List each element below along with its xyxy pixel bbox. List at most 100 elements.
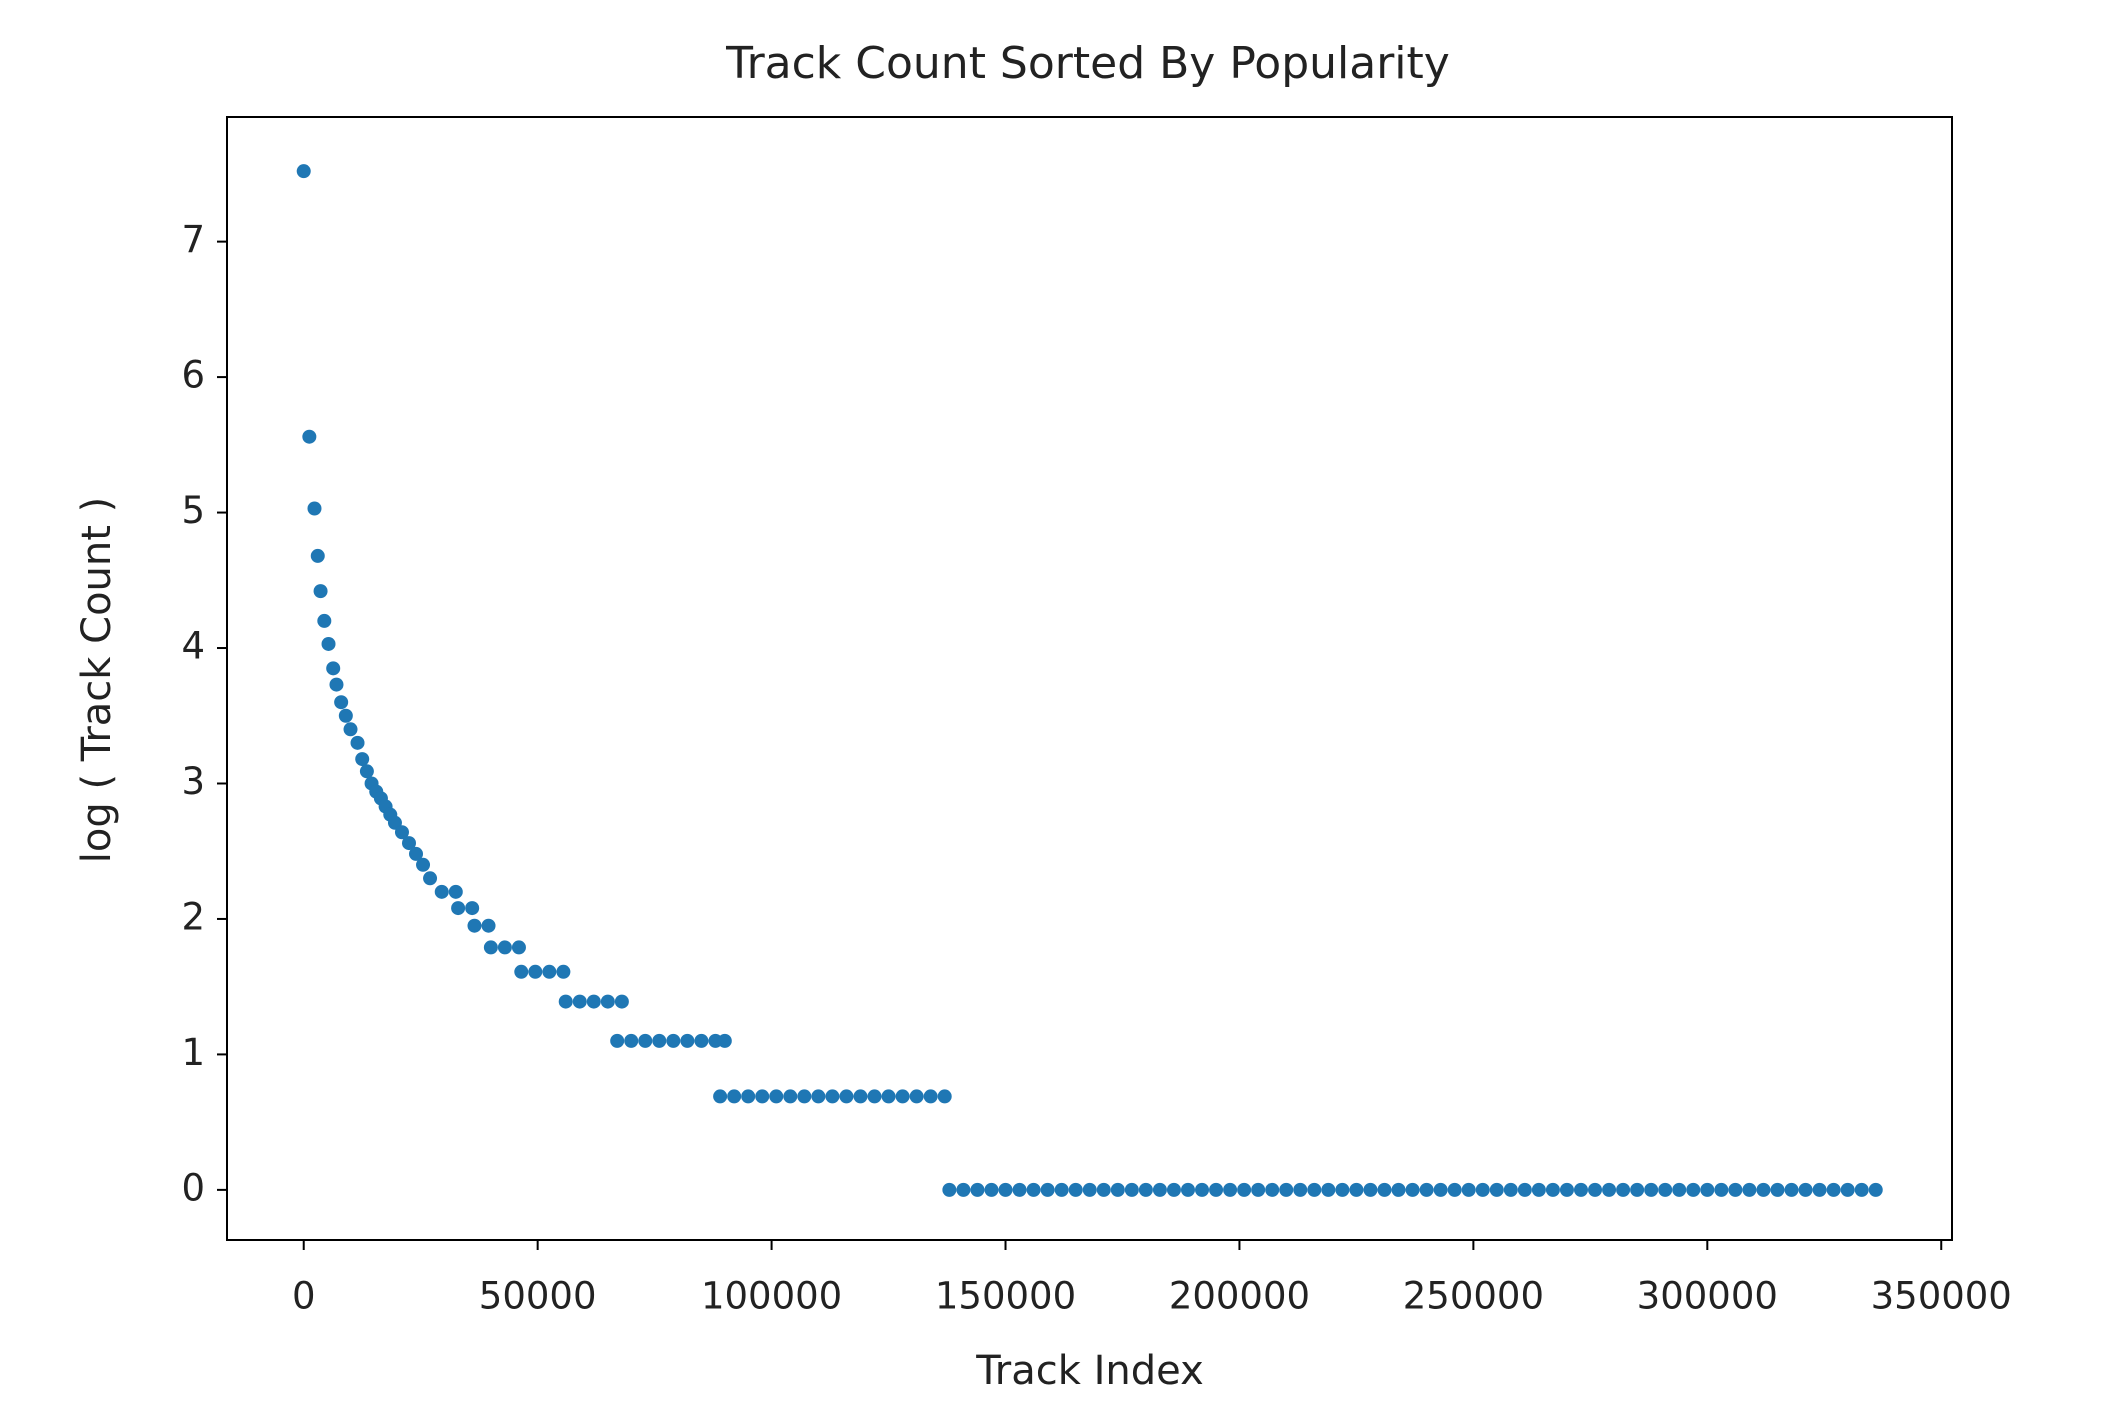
point xyxy=(1040,1182,1055,1197)
point xyxy=(797,1089,812,1104)
point xyxy=(923,1089,938,1104)
x-tick-label: 250000 xyxy=(1403,1275,1544,1318)
point xyxy=(1742,1182,1757,1197)
point xyxy=(1363,1182,1378,1197)
point xyxy=(1110,1182,1125,1197)
point xyxy=(1868,1182,1883,1197)
point xyxy=(359,764,374,779)
point xyxy=(1798,1182,1813,1197)
point xyxy=(727,1089,742,1104)
point xyxy=(451,901,466,916)
point xyxy=(310,548,325,563)
point xyxy=(334,695,349,710)
point xyxy=(998,1182,1013,1197)
point xyxy=(1195,1182,1210,1197)
point xyxy=(1840,1182,1855,1197)
point xyxy=(1082,1182,1097,1197)
point xyxy=(825,1089,840,1104)
point xyxy=(680,1033,695,1048)
point xyxy=(467,918,482,933)
point xyxy=(1658,1182,1673,1197)
point xyxy=(624,1033,639,1048)
point xyxy=(321,636,336,651)
point xyxy=(313,584,328,599)
point xyxy=(1616,1182,1631,1197)
point xyxy=(434,884,449,899)
point xyxy=(1265,1182,1280,1197)
point xyxy=(416,857,431,872)
point xyxy=(1293,1182,1308,1197)
point xyxy=(1166,1182,1181,1197)
point xyxy=(448,884,463,899)
point xyxy=(717,1033,732,1048)
x-tick-label: 50000 xyxy=(479,1275,597,1318)
point xyxy=(558,994,573,1009)
point xyxy=(1517,1182,1532,1197)
point xyxy=(1630,1182,1645,1197)
point xyxy=(1686,1182,1701,1197)
point xyxy=(1335,1182,1350,1197)
y-tick-label: 6 xyxy=(181,354,205,397)
point xyxy=(881,1089,896,1104)
point xyxy=(1152,1182,1167,1197)
point xyxy=(409,846,424,861)
point xyxy=(423,871,438,886)
point xyxy=(1096,1182,1111,1197)
point xyxy=(1489,1182,1504,1197)
point xyxy=(511,940,526,955)
x-tick-label: 350000 xyxy=(1871,1275,2012,1318)
y-tick-label: 3 xyxy=(181,760,205,803)
point xyxy=(956,1182,971,1197)
point xyxy=(307,501,322,516)
point xyxy=(528,964,543,979)
point xyxy=(783,1089,798,1104)
point xyxy=(713,1089,728,1104)
point xyxy=(1180,1182,1195,1197)
point xyxy=(1475,1182,1490,1197)
point xyxy=(317,613,332,628)
y-tick-label: 7 xyxy=(181,218,205,261)
x-tick-label: 0 xyxy=(292,1275,316,1318)
point xyxy=(1237,1182,1252,1197)
point xyxy=(638,1033,653,1048)
point xyxy=(394,825,409,840)
point xyxy=(769,1089,784,1104)
point xyxy=(1138,1182,1153,1197)
point xyxy=(1251,1182,1266,1197)
point xyxy=(1461,1182,1476,1197)
point xyxy=(942,1182,957,1197)
point xyxy=(1054,1182,1069,1197)
point xyxy=(937,1089,952,1104)
plot-frame xyxy=(226,116,1953,1241)
point xyxy=(1854,1182,1869,1197)
point xyxy=(1405,1182,1420,1197)
point xyxy=(1223,1182,1238,1197)
point xyxy=(1419,1182,1434,1197)
point xyxy=(666,1033,681,1048)
y-tick-label: 4 xyxy=(181,625,205,668)
point xyxy=(1447,1182,1462,1197)
point xyxy=(1377,1182,1392,1197)
point xyxy=(1124,1182,1139,1197)
y-tick-label: 0 xyxy=(181,1166,205,1209)
point xyxy=(909,1089,924,1104)
point xyxy=(853,1089,868,1104)
point xyxy=(1700,1182,1715,1197)
y-tick-label: 2 xyxy=(181,895,205,938)
point xyxy=(465,901,480,916)
point xyxy=(350,735,365,750)
x-axis-label: Track Index xyxy=(975,1348,1204,1394)
y-tick-label: 1 xyxy=(181,1031,205,1074)
point xyxy=(1588,1182,1603,1197)
point xyxy=(1068,1182,1083,1197)
x-tick-label: 200000 xyxy=(1169,1275,1310,1318)
point xyxy=(1545,1182,1560,1197)
x-tick-label: 300000 xyxy=(1637,1275,1778,1318)
point xyxy=(1209,1182,1224,1197)
point xyxy=(542,964,557,979)
point xyxy=(329,677,344,692)
point xyxy=(984,1182,999,1197)
point xyxy=(1644,1182,1659,1197)
point xyxy=(867,1089,882,1104)
